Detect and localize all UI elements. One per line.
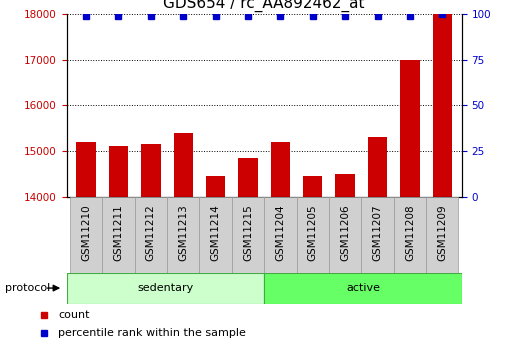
Bar xyxy=(102,197,135,273)
Text: GSM11215: GSM11215 xyxy=(243,204,253,261)
Bar xyxy=(167,197,200,273)
Bar xyxy=(368,137,387,197)
Bar xyxy=(173,133,193,197)
Bar xyxy=(336,174,355,197)
Text: count: count xyxy=(58,310,89,320)
Bar xyxy=(271,142,290,197)
Text: GSM11212: GSM11212 xyxy=(146,204,156,261)
Bar xyxy=(141,144,161,197)
Text: GSM11213: GSM11213 xyxy=(178,204,188,261)
Text: GSM11211: GSM11211 xyxy=(113,204,124,261)
Text: GSM11214: GSM11214 xyxy=(211,204,221,261)
Bar xyxy=(70,197,102,273)
Bar xyxy=(239,158,258,197)
Text: active: active xyxy=(346,283,380,293)
Bar xyxy=(232,197,264,273)
Bar xyxy=(67,273,264,304)
Text: GSM11209: GSM11209 xyxy=(437,204,447,261)
Text: GSM11205: GSM11205 xyxy=(308,204,318,261)
Bar xyxy=(109,146,128,197)
Text: protocol: protocol xyxy=(5,283,50,293)
Text: GSM11208: GSM11208 xyxy=(405,204,415,261)
Bar xyxy=(264,197,297,273)
Bar xyxy=(329,197,361,273)
Bar xyxy=(206,176,225,197)
Bar xyxy=(264,273,462,304)
Bar xyxy=(361,197,393,273)
Text: GSM11204: GSM11204 xyxy=(275,204,285,261)
Text: GSM11207: GSM11207 xyxy=(372,204,383,261)
Bar xyxy=(135,197,167,273)
Bar xyxy=(76,142,96,197)
Bar xyxy=(432,14,452,197)
Bar xyxy=(303,176,323,197)
Bar xyxy=(426,197,459,273)
Bar xyxy=(393,197,426,273)
Text: GSM11210: GSM11210 xyxy=(81,204,91,261)
Bar xyxy=(297,197,329,273)
Text: percentile rank within the sample: percentile rank within the sample xyxy=(58,328,246,338)
Bar xyxy=(200,197,232,273)
Bar xyxy=(400,60,420,197)
Title: GDS654 / rc_AA892462_at: GDS654 / rc_AA892462_at xyxy=(164,0,365,12)
Text: GSM11206: GSM11206 xyxy=(340,204,350,261)
Text: sedentary: sedentary xyxy=(137,283,193,293)
